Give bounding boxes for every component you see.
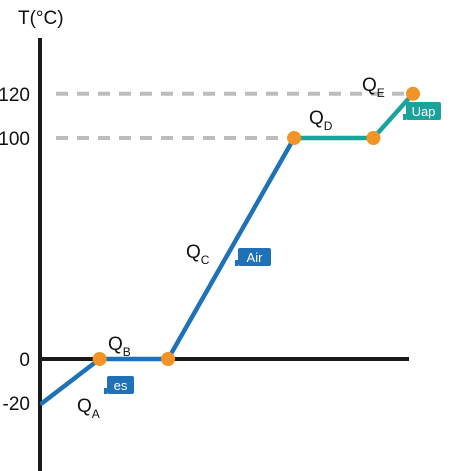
- data-points: [92, 86, 420, 366]
- phase-tag-tail: [235, 260, 238, 266]
- data-point: [406, 86, 420, 101]
- y-tick-labels: 120 100 0 -20: [0, 85, 30, 415]
- phase-tag-tail: [403, 114, 406, 120]
- segment-qe: [371, 91, 416, 141]
- phase-tag-label: es: [114, 378, 128, 393]
- y-tick-label: 100: [0, 129, 30, 150]
- y-tick-label: 120: [0, 85, 30, 106]
- data-point: [92, 352, 107, 366]
- label-qa: QA: [77, 396, 100, 421]
- phase-tag-tail: [104, 388, 107, 394]
- phase-tag-background: [107, 376, 134, 394]
- segment-qc: [165, 135, 297, 362]
- label-qc: QC: [186, 242, 210, 267]
- label-qb: QB: [108, 334, 131, 359]
- y-tick-label: -20: [3, 394, 30, 415]
- phase-tag-air: Air: [235, 248, 271, 266]
- reference-lines: [56, 91, 413, 140]
- phase-tags: es Air Uap: [104, 102, 441, 394]
- y-tick-label: 0: [19, 350, 30, 371]
- data-point: [161, 352, 176, 366]
- phase-tag-background: [238, 248, 271, 266]
- phase-tag-label: Uap: [412, 104, 436, 119]
- label-qd: QD: [309, 108, 333, 133]
- series-lines: [39, 91, 416, 406]
- segment-qa: [39, 356, 102, 406]
- y-axis-title: T(°C): [18, 8, 64, 29]
- phase-tag-label: Air: [247, 250, 264, 265]
- label-qe: QE: [362, 75, 385, 100]
- phase-tag-es: es: [104, 376, 134, 394]
- data-point: [287, 131, 302, 145]
- data-point: [366, 131, 381, 145]
- phase-tag-background: [406, 102, 441, 120]
- phase-tag-uap: Uap: [403, 102, 441, 120]
